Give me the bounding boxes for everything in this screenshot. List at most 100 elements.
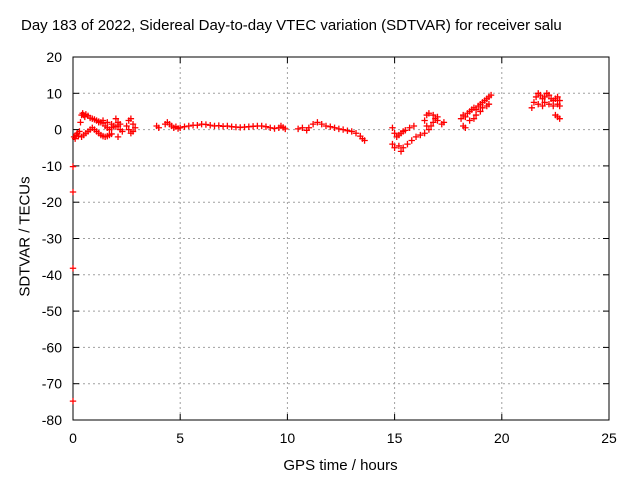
data-point — [545, 91, 553, 99]
data-point — [322, 122, 330, 130]
data-point — [429, 111, 437, 119]
data-point — [271, 125, 278, 132]
data-point — [71, 135, 79, 142]
data-point — [104, 119, 111, 126]
y-tick-label: 20 — [46, 49, 62, 65]
data-point — [327, 123, 334, 130]
x-tick-label: 15 — [387, 430, 403, 446]
data-point — [554, 93, 561, 101]
data-point — [215, 122, 222, 129]
data-point — [177, 124, 184, 131]
data-point — [528, 104, 536, 112]
data-point — [389, 140, 396, 148]
data-point — [462, 113, 469, 121]
y-tick-label: -80 — [42, 412, 62, 428]
data-point — [258, 122, 265, 130]
data-point — [485, 100, 493, 108]
data-point — [391, 144, 398, 151]
data-point — [202, 121, 210, 128]
data-point — [224, 122, 231, 130]
y-tick-label: -70 — [42, 376, 62, 392]
data-point — [470, 115, 478, 122]
data-point — [487, 91, 495, 99]
data-point — [123, 122, 130, 130]
y-tick-label: -10 — [42, 158, 62, 174]
data-point — [299, 124, 306, 131]
data-point — [112, 115, 120, 122]
data-point — [530, 99, 538, 106]
data-point — [406, 124, 413, 131]
data-point — [116, 120, 124, 128]
data-point — [532, 93, 540, 101]
x-tick-label: 0 — [69, 430, 77, 446]
x-axis-label: GPS time / hours — [283, 457, 398, 474]
data-point — [440, 119, 448, 126]
data-point — [457, 115, 465, 122]
data-point — [410, 122, 418, 130]
data-point — [108, 124, 115, 131]
data-point — [95, 119, 102, 126]
data-point — [181, 123, 188, 130]
data-point — [402, 127, 409, 134]
data-point — [314, 119, 321, 126]
data-point — [404, 140, 411, 148]
x-tick-label: 20 — [494, 430, 510, 446]
data-point — [267, 124, 274, 131]
y-tick-label: -20 — [42, 194, 62, 210]
data-point — [395, 142, 403, 150]
data-point — [294, 125, 302, 133]
data-point — [556, 102, 563, 110]
data-point — [466, 117, 473, 124]
data-point — [99, 117, 107, 124]
data-point — [108, 130, 115, 138]
y-tick-label: -50 — [42, 303, 62, 319]
data-point — [412, 133, 420, 141]
data-point — [539, 102, 546, 110]
data-point — [131, 124, 139, 131]
data-point — [421, 130, 428, 137]
data-point — [77, 119, 84, 126]
data-point — [429, 119, 437, 126]
data-point — [541, 93, 548, 101]
data-point — [391, 130, 398, 137]
x-tick-label: 10 — [280, 430, 296, 446]
data-point — [282, 125, 289, 133]
data-point — [69, 397, 77, 405]
data-point — [472, 106, 480, 113]
data-point — [541, 99, 548, 106]
data-point — [69, 163, 77, 170]
data-point — [76, 128, 83, 135]
data-point — [114, 133, 122, 141]
data-point — [129, 128, 137, 135]
data-point — [397, 148, 405, 155]
data-point — [339, 126, 347, 133]
y-tick-label: -40 — [42, 267, 62, 283]
data-point — [361, 137, 368, 144]
x-tick-label: 5 — [176, 430, 184, 446]
data-point — [556, 115, 563, 122]
y-tick-label: 10 — [46, 85, 62, 101]
x-tick-label: 25 — [601, 430, 617, 446]
data-point — [352, 130, 360, 137]
y-tick-label: -60 — [42, 339, 62, 355]
data-point — [399, 144, 407, 151]
axis-ticks: 20 10 0 -10 -20 -30 -40 -50 -60 -70 -80 0 5 10 15 20 25 — [42, 49, 617, 446]
data-point — [262, 123, 270, 130]
data-point — [69, 265, 77, 272]
data-point — [535, 100, 542, 108]
data-point — [119, 128, 126, 135]
data-point — [477, 108, 484, 115]
data-point — [348, 128, 355, 135]
data-point — [556, 97, 563, 104]
data-point — [318, 120, 325, 128]
data-point — [127, 115, 135, 122]
data-point — [550, 102, 557, 110]
data-point — [335, 125, 343, 133]
data-point — [417, 131, 424, 139]
grid-lines — [73, 57, 609, 420]
y-tick-label: -30 — [42, 231, 62, 247]
data-point — [305, 124, 313, 131]
data-point — [545, 100, 553, 108]
data-point — [462, 124, 469, 131]
data-point — [155, 124, 162, 131]
